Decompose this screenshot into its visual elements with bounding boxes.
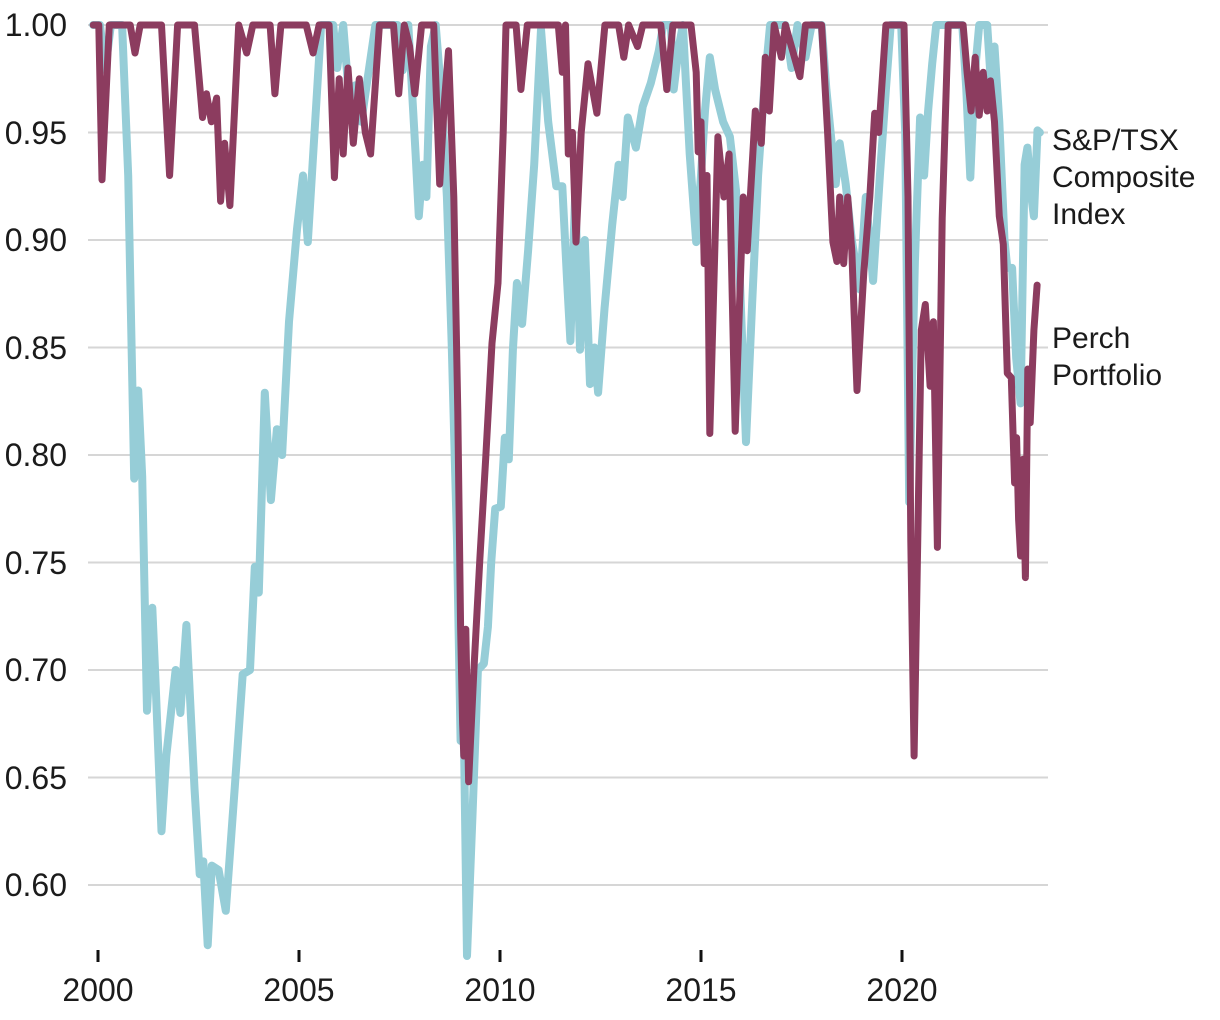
x-tick-label: 2020 — [866, 972, 938, 1008]
x-tick-label: 2000 — [62, 972, 134, 1008]
y-tick-label: 0.60 — [4, 867, 67, 903]
x-tick-label: 2010 — [464, 972, 536, 1008]
y-tick-label: 1.00 — [4, 7, 67, 43]
y-tick-label: 0.80 — [4, 437, 67, 473]
y-tick-label: 0.65 — [4, 759, 67, 796]
legend-sp-tsx-label: S&P/TSX Composite Index — [1052, 124, 1196, 231]
y-tick-label: 0.95 — [4, 114, 67, 151]
y-tick-label: 0.90 — [4, 222, 67, 258]
y-tick-label: 0.70 — [4, 652, 67, 688]
y-tick-label: 0.75 — [4, 544, 67, 581]
y-tick-label: 0.85 — [4, 329, 67, 366]
legend-perch-label: Perch Portfolio — [1052, 322, 1163, 392]
x-tick-label: 2015 — [665, 972, 737, 1008]
series-line-perch — [89, 21, 1041, 786]
x-tick-label: 2005 — [263, 972, 335, 1008]
